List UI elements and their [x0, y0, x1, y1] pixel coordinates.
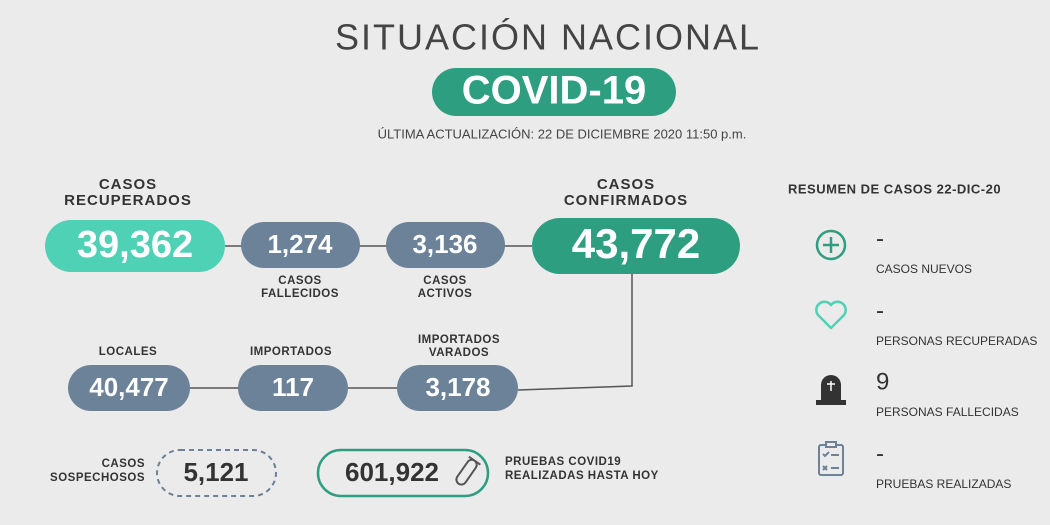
value: 3,136: [412, 229, 477, 259]
connector: [517, 274, 633, 391]
label: IMPORTADOS: [250, 346, 332, 358]
test-tube-icon: [455, 455, 481, 486]
summary-value: 9: [876, 368, 889, 395]
label: CASOS: [597, 176, 655, 193]
summary-value: -: [876, 225, 884, 252]
plus-icon: [815, 229, 847, 261]
summary-title: RESUMEN DE CASOS 22-DIC-20: [788, 181, 1001, 196]
clipboard-icon: [818, 441, 844, 476]
badge-pill: [432, 68, 676, 116]
pill: [238, 365, 348, 411]
summary-label: PERSONAS FALLECIDAS: [876, 405, 1019, 419]
label: VARADOS: [429, 347, 489, 359]
label: PRUEBAS COVID19: [505, 456, 621, 468]
tombstone-icon: [816, 375, 846, 405]
value: 40,477: [89, 372, 169, 402]
value: 39,362: [77, 224, 193, 266]
label: RECUPERADOS: [64, 192, 192, 209]
heart-icon: [815, 300, 847, 330]
label: CASOS: [102, 458, 145, 470]
value: 117: [272, 372, 314, 402]
summary-value: -: [876, 440, 884, 467]
label: IMPORTADOS: [418, 334, 500, 346]
badge: COVID-19: [462, 69, 647, 113]
label: REALIZADAS HASTA HOY: [505, 470, 659, 482]
label: CASOS: [278, 275, 321, 287]
pill: [316, 448, 490, 498]
summary-label: PERSONAS RECUPERADAS: [876, 334, 1037, 348]
pill: [68, 365, 190, 411]
summary-label: CASOS NUEVOS: [876, 262, 972, 276]
summary-value: -: [876, 297, 884, 324]
pill: [397, 365, 518, 411]
value: 3,178: [425, 372, 490, 402]
label: FALLECIDOS: [261, 288, 339, 300]
summary-label: PRUEBAS REALIZADAS: [876, 477, 1011, 491]
updated: ÚLTIMA ACTUALIZACIÓN: 22 DE DICIEMBRE 20…: [378, 126, 747, 141]
value: 1,274: [267, 229, 333, 259]
label: ACTIVOS: [418, 288, 473, 300]
title: SITUACIÓN NACIONAL: [335, 17, 761, 58]
pill: [156, 449, 277, 497]
value: 601,922: [345, 457, 439, 487]
pill: [241, 222, 360, 268]
value: 5,121: [183, 457, 248, 487]
pill: [386, 222, 505, 268]
label: CASOS: [423, 275, 466, 287]
pill: [532, 218, 740, 274]
label: CONFIRMADOS: [564, 192, 688, 209]
pill: [45, 220, 225, 272]
label: SOSPECHOSOS: [50, 472, 145, 484]
value: 43,772: [572, 220, 700, 267]
label: CASOS: [99, 176, 157, 193]
label: LOCALES: [99, 346, 157, 358]
